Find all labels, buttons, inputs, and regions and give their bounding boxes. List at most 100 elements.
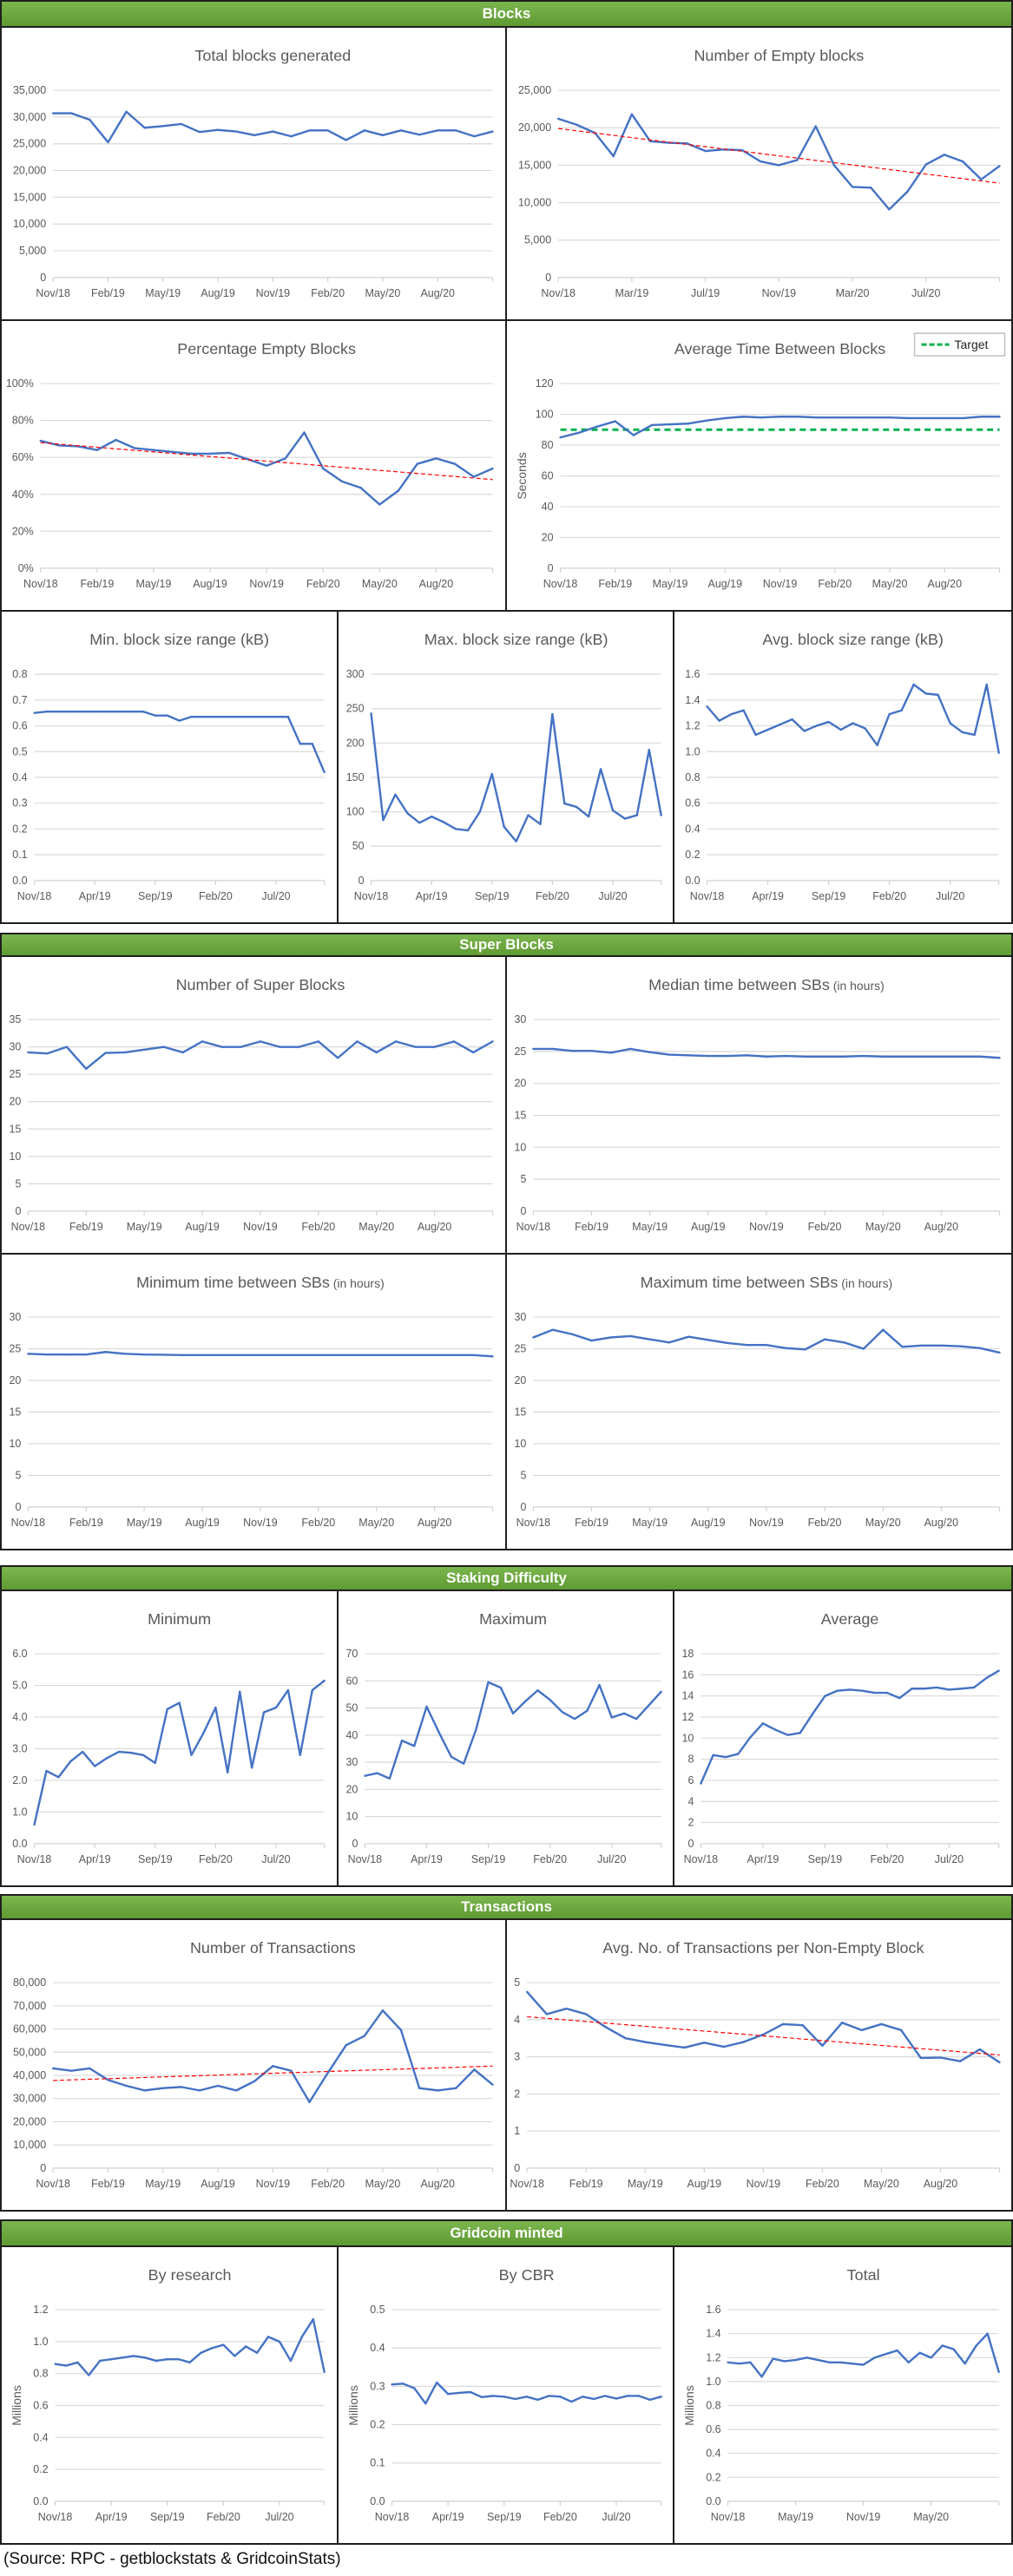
data-point: [181, 1354, 184, 1357]
x-tick-label: Feb/20: [306, 578, 340, 590]
data-point: [65, 2364, 68, 2367]
data-point: [129, 1752, 133, 1754]
chart-svg: Avg. No. of Transactions per Non-Empty B…: [510, 1939, 1001, 2190]
y-tick-label: 10: [10, 1150, 22, 1163]
data-point: [576, 431, 580, 435]
data-point: [643, 2041, 646, 2043]
data-point: [503, 2396, 505, 2398]
x-tick-label: Feb/19: [69, 1517, 103, 1529]
data-point: [562, 802, 566, 805]
y-tick-label: 120: [535, 377, 553, 390]
chart-title-text: Max. block size range (kB): [424, 631, 608, 648]
y-tick-label: 80,000: [13, 1976, 46, 1989]
data-point: [585, 1709, 589, 1712]
y-tick-label: 5: [15, 1177, 21, 1190]
x-tick-label: Nov/19: [762, 578, 797, 590]
x-tick-label: Aug/19: [707, 578, 742, 590]
data-point: [759, 160, 761, 163]
data-point: [952, 2348, 956, 2350]
chart-title-suffix: (in hours): [838, 1276, 892, 1290]
data-point: [376, 1772, 378, 1774]
y-tick-label: 0: [352, 1838, 358, 1850]
x-tick-label: Jul/19: [690, 287, 719, 299]
x-tick-label: Sep/19: [138, 1853, 173, 1865]
data-point: [575, 123, 578, 126]
data-point: [27, 1051, 30, 1054]
chart-svg: Max. block size range (kB) 0 50 100 150 200 25…: [345, 631, 662, 902]
data-point: [741, 2041, 745, 2043]
y-tick-label: 1.2: [707, 2351, 721, 2363]
data-point: [515, 840, 517, 842]
data-point: [356, 1354, 358, 1357]
data-point: [526, 814, 530, 816]
chart-title-text: Maximum: [479, 1610, 547, 1628]
data-point: [870, 416, 872, 419]
y-tick-label: 0: [40, 272, 46, 284]
y-tick-label: 0.3: [370, 2380, 385, 2392]
y-tick-label: 5: [520, 1173, 526, 1185]
data-point: [861, 1689, 864, 1692]
data-point: [125, 110, 128, 113]
x-tick-label: Nov/19: [249, 578, 284, 590]
chart-svg: Percentage Empty Blocks 0% 20% 40% 60% 80% 100…: [6, 340, 494, 590]
data-point: [99, 2359, 102, 2363]
x-tick-label: Aug/19: [691, 1221, 726, 1233]
data-point: [730, 712, 733, 716]
data-point: [660, 1690, 662, 1694]
data-point: [57, 1776, 60, 1779]
y-tick-label: 0: [688, 1838, 694, 1850]
y-tick-label: 0%: [18, 562, 34, 574]
y-tick-label: 0.8: [12, 668, 27, 680]
data-point: [70, 112, 73, 115]
data-point: [180, 122, 183, 126]
data-point: [340, 480, 344, 483]
data-point: [181, 1051, 184, 1054]
chart-svg: Total blocks generated 0 5,000 10,000 15,000…: [13, 47, 494, 299]
data-point: [424, 2402, 427, 2405]
data-point: [452, 1354, 456, 1357]
data-point: [105, 1757, 109, 1760]
data-point: [823, 1338, 826, 1340]
section-header-gridcoin-minted: Gridcoin minted: [0, 2219, 1013, 2247]
data-point: [289, 2359, 293, 2363]
chart-svg: Average Time Between Blocks 0 20 40 60 80 100 1…: [514, 332, 1005, 590]
x-tick-label: May/20: [365, 287, 400, 299]
data-point: [936, 1686, 938, 1689]
data-point: [298, 1045, 300, 1048]
data-point: [766, 728, 770, 731]
data-point: [255, 2351, 259, 2354]
x-tick-label: Apr/19: [95, 2511, 128, 2523]
x-tick-label: Sep/19: [475, 890, 510, 902]
data-point: [964, 2362, 967, 2365]
chart-svg: Minimum 0.0 1.0 2.0 3.0 4.0 5.0 6.0 Nov/18 Apr/19…: [12, 1610, 326, 1865]
data-point: [959, 1345, 962, 1347]
data-point: [154, 714, 156, 717]
x-tick-label: Jul/20: [602, 2511, 630, 2523]
data-point: [660, 2396, 662, 2398]
data-point: [900, 1346, 904, 1348]
data-point: [300, 2336, 304, 2338]
x-tick-label: Apr/19: [431, 2511, 464, 2523]
y-tick-label: 0.6: [686, 797, 701, 810]
data-point: [815, 724, 819, 727]
data-point: [435, 457, 437, 460]
data-point: [997, 1669, 1001, 1672]
data-point: [760, 2376, 764, 2378]
data-point: [462, 1762, 464, 1765]
data-point: [648, 1051, 651, 1053]
x-tick-label: Apr/19: [79, 1853, 111, 1865]
chart-title: Min. block size range (kB): [89, 631, 269, 648]
y-tick-label: 1.6: [707, 2304, 721, 2316]
chart-title-text: Min. block size range (kB): [89, 631, 269, 648]
y-tick-label: 14: [682, 1690, 694, 1702]
y-tick-label: 1: [514, 2125, 520, 2137]
x-tick-label: Nov/18: [516, 1517, 550, 1529]
y-tick-label: 0.1: [12, 849, 27, 861]
y-tick-label: 15,000: [13, 191, 46, 203]
data-point: [852, 416, 854, 419]
data-point: [823, 1055, 826, 1058]
data-point: [869, 187, 872, 189]
y-tick-label: 5,000: [523, 234, 550, 246]
data-point: [997, 2061, 1001, 2064]
data-point: [240, 1354, 242, 1357]
